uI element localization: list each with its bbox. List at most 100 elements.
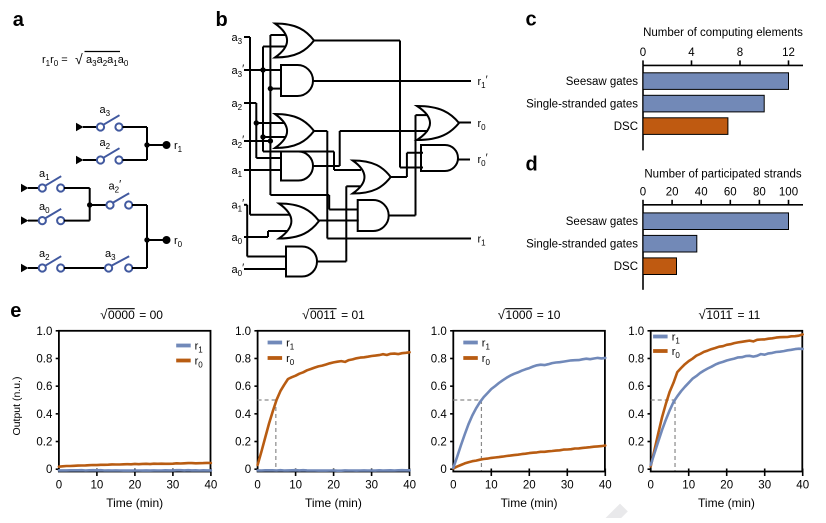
svg-text:DSC: DSC <box>614 121 638 133</box>
svg-text:1.0: 1.0 <box>628 326 644 338</box>
svg-text:a1: a1 <box>232 165 243 179</box>
svg-text:1011: 1011 <box>706 308 732 322</box>
svg-text:Single-stranded gates: Single-stranded gates <box>526 99 638 111</box>
svg-text:0: 0 <box>647 480 653 492</box>
svg-text:12: 12 <box>782 47 795 59</box>
svg-text:r1′: r1′ <box>478 74 488 90</box>
svg-text:0.4: 0.4 <box>628 409 645 421</box>
svg-text:a0: a0 <box>232 232 243 246</box>
svg-text:0.4: 0.4 <box>431 409 448 421</box>
svg-text:e: e <box>10 300 21 322</box>
svg-text:Seesaw gates: Seesaw gates <box>566 216 638 228</box>
svg-text:0: 0 <box>254 480 260 492</box>
svg-text:Time (min): Time (min) <box>501 496 558 510</box>
svg-text:1.0: 1.0 <box>235 326 251 338</box>
svg-text:0.6: 0.6 <box>431 381 447 393</box>
svg-text:20: 20 <box>327 480 340 492</box>
svg-text:√: √ <box>100 307 108 322</box>
svg-text:a2′: a2′ <box>232 134 245 150</box>
svg-text:8: 8 <box>737 47 743 59</box>
svg-text:a0: a0 <box>39 201 50 215</box>
svg-text:a1: a1 <box>39 168 50 182</box>
svg-text:0011: 0011 <box>310 308 336 322</box>
svg-text:a2: a2 <box>232 98 243 112</box>
svg-text:10: 10 <box>289 480 302 492</box>
svg-text:20: 20 <box>523 480 536 492</box>
svg-text:a0′: a0′ <box>232 262 245 278</box>
svg-text:0: 0 <box>56 480 62 492</box>
svg-text:a2: a2 <box>39 248 50 262</box>
svg-text:= 00: = 00 <box>139 308 163 322</box>
svg-text:0.2: 0.2 <box>431 437 447 449</box>
svg-text:0.6: 0.6 <box>36 381 52 393</box>
svg-text:0.6: 0.6 <box>628 381 644 393</box>
svg-text:a3: a3 <box>232 32 243 46</box>
svg-text:20: 20 <box>129 480 142 492</box>
svg-text:Seesaw gates: Seesaw gates <box>566 76 638 88</box>
svg-text:r0: r0 <box>478 118 487 132</box>
svg-text:80: 80 <box>753 186 766 198</box>
svg-text:0: 0 <box>450 480 456 492</box>
svg-text:0: 0 <box>638 464 644 476</box>
svg-text:40: 40 <box>695 186 708 198</box>
svg-text:a3a2a1a0: a3a2a1a0 <box>86 54 129 68</box>
svg-text:r1: r1 <box>672 332 681 346</box>
svg-text:√: √ <box>75 51 83 67</box>
svg-text:Time (min): Time (min) <box>698 496 755 510</box>
svg-text:a2: a2 <box>100 137 111 151</box>
svg-text:0: 0 <box>440 464 446 476</box>
svg-text:= 11: = 11 <box>738 308 761 322</box>
svg-text:√: √ <box>498 307 506 322</box>
svg-text:= 01: = 01 <box>341 308 365 322</box>
svg-text:r1: r1 <box>286 338 295 352</box>
svg-text:0.4: 0.4 <box>36 409 53 421</box>
svg-text:Time (min): Time (min) <box>106 496 163 510</box>
svg-text:Time (min): Time (min) <box>305 496 362 510</box>
svg-text:r1: r1 <box>195 341 204 355</box>
svg-text:0: 0 <box>640 47 646 59</box>
svg-text:r1: r1 <box>482 338 491 352</box>
svg-text:40: 40 <box>403 480 416 492</box>
svg-text:r0: r0 <box>195 356 204 370</box>
svg-text:Number of participated strands: Number of participated strands <box>644 169 801 181</box>
svg-text:4: 4 <box>688 47 695 59</box>
svg-text:0: 0 <box>640 186 646 198</box>
svg-text:a2′: a2′ <box>109 179 122 195</box>
svg-text:0.2: 0.2 <box>628 437 644 449</box>
svg-text:0.2: 0.2 <box>235 437 251 449</box>
svg-text:r0: r0 <box>672 346 681 360</box>
svg-text:Single-stranded gates: Single-stranded gates <box>526 239 638 251</box>
svg-text:r0: r0 <box>286 353 295 367</box>
svg-text:10: 10 <box>682 480 695 492</box>
svg-text:a3′: a3′ <box>232 63 245 79</box>
svg-text:Number of computing elements: Number of computing elements <box>643 27 803 39</box>
svg-text:0.8: 0.8 <box>235 353 251 365</box>
svg-text:a: a <box>13 9 25 31</box>
svg-text:0000: 0000 <box>108 308 135 322</box>
svg-text:√: √ <box>302 307 310 322</box>
svg-text:r1: r1 <box>478 234 487 248</box>
svg-text:10: 10 <box>91 480 104 492</box>
svg-text:0.8: 0.8 <box>431 353 447 365</box>
svg-text:Output (n.u.): Output (n.u.) <box>11 377 23 436</box>
svg-text:0: 0 <box>245 464 251 476</box>
svg-text:100: 100 <box>779 186 798 198</box>
svg-text:1.0: 1.0 <box>431 326 447 338</box>
svg-text:DSC: DSC <box>614 261 638 273</box>
svg-text:10: 10 <box>485 480 498 492</box>
svg-text:1000: 1000 <box>506 308 533 322</box>
svg-text:c: c <box>526 9 537 31</box>
svg-text:40: 40 <box>796 480 809 492</box>
svg-text:0.8: 0.8 <box>36 353 52 365</box>
svg-text:d: d <box>526 154 538 176</box>
svg-text:30: 30 <box>167 480 180 492</box>
svg-text:0.8: 0.8 <box>628 353 644 365</box>
svg-text:b: b <box>216 9 228 31</box>
svg-text:1.0: 1.0 <box>36 326 52 338</box>
svg-text:30: 30 <box>758 480 771 492</box>
svg-text:a1′: a1′ <box>232 198 245 214</box>
svg-text:a3: a3 <box>100 104 111 118</box>
svg-text:40: 40 <box>599 480 612 492</box>
svg-text:r1: r1 <box>174 140 183 154</box>
svg-text:a3: a3 <box>105 248 116 262</box>
